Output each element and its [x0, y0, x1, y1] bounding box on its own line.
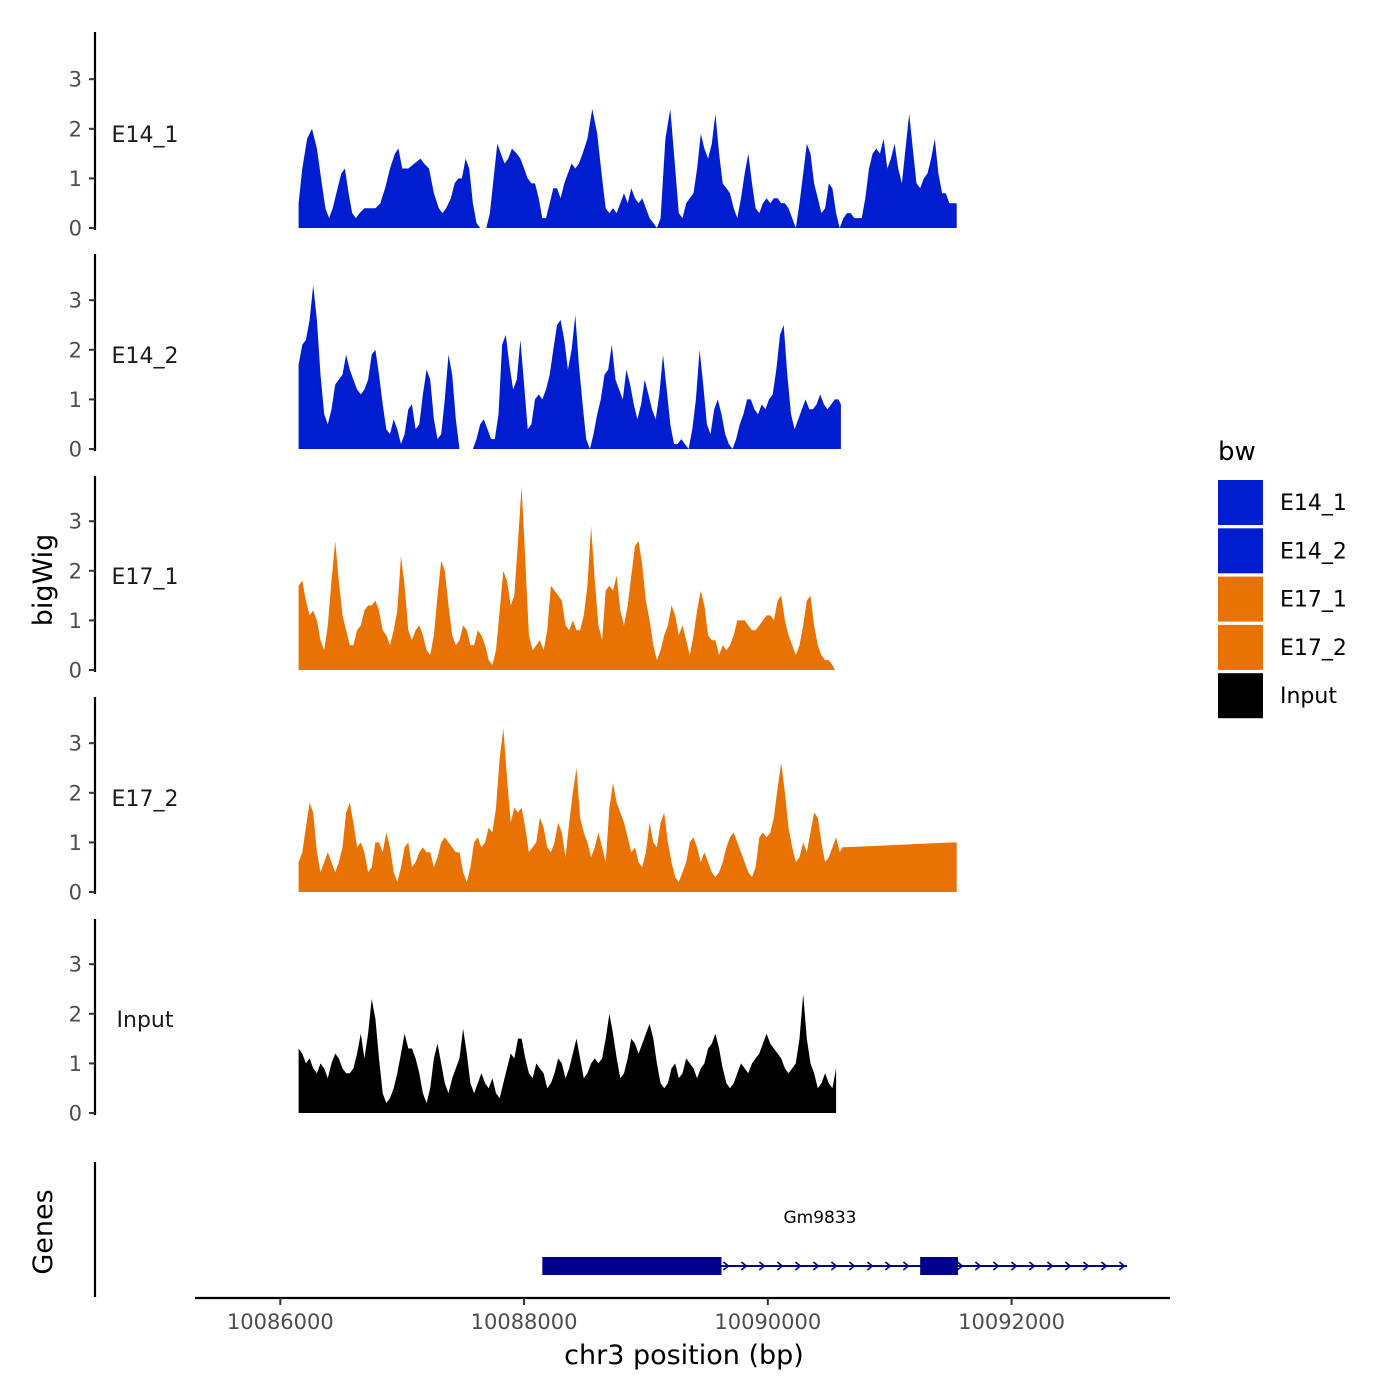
strand-arrow [1100, 1261, 1108, 1271]
strand-arrow [1046, 1261, 1054, 1271]
legend-swatch-e17_1 [1218, 576, 1263, 622]
x-tick-label: 10088000 [471, 1310, 578, 1334]
x-tick-label: 10092000 [958, 1310, 1065, 1334]
strand-arrow [866, 1261, 874, 1271]
coverage-area-e17_1 [298, 486, 835, 670]
legend-title: bw [1218, 437, 1256, 467]
y-tick-label: 0 [69, 217, 82, 241]
y-tick-label: 2 [69, 781, 82, 805]
y-tick-label: 2 [69, 559, 82, 583]
legend-label: E14_1 [1280, 491, 1347, 516]
y-tick-label: 1 [69, 831, 82, 855]
strand-arrow [1010, 1261, 1018, 1271]
legend-label: E14_2 [1280, 539, 1347, 564]
strand-arrow [848, 1261, 856, 1271]
y-tick-label: 3 [69, 732, 82, 756]
y-tick-label: 3 [69, 289, 82, 313]
strand-arrow [884, 1261, 892, 1271]
strand-arrow [1082, 1261, 1090, 1271]
track-input: 0 1 2 3 Input [69, 919, 837, 1126]
strand-arrow [902, 1261, 910, 1271]
strand-arrow [740, 1261, 748, 1271]
y-tick-label: 3 [69, 68, 82, 92]
y-tick-label: 0 [69, 881, 82, 905]
y-axis-title: bigWig [28, 534, 59, 627]
coverage-area-e14_1 [298, 109, 957, 228]
legend-swatch-input [1218, 673, 1263, 719]
legend-label: E17_1 [1280, 588, 1347, 613]
track-label: E17_1 [112, 565, 179, 590]
x-axis-title: chr3 position (bp) [564, 1340, 804, 1371]
x-tick-label: 10086000 [227, 1310, 334, 1334]
strand-arrow [1064, 1261, 1072, 1271]
gene-exon [920, 1257, 958, 1275]
legend: bw E14_1 E14_2 E17_1 E17_2 Input [1218, 437, 1347, 719]
gene-name-label: Gm9833 [784, 1208, 857, 1228]
strand-arrow [794, 1261, 802, 1271]
y-tick-label: 0 [69, 659, 82, 683]
coverage-area-e17_2 [298, 728, 957, 892]
strand-arrow [722, 1261, 730, 1271]
track-e17_1: 0 1 2 3 E17_1 [69, 476, 835, 683]
track-e14_2: 0 1 2 3 E14_2 [69, 254, 841, 462]
legend-swatch-e17_2 [1218, 624, 1263, 670]
strand-arrow [830, 1261, 838, 1271]
y-tick-label: 3 [69, 953, 82, 977]
tracks-group: 0 1 2 3 E14_1 0 1 2 3 E14_2 0 1 2 3 E17_1 0 1 2 3 E17_2 0 1 2 3… [69, 32, 957, 1126]
legend-swatch-e14_2 [1218, 528, 1263, 574]
strand-arrow [776, 1261, 784, 1271]
strand-arrow [974, 1261, 982, 1271]
strand-arrow [992, 1261, 1000, 1271]
strand-arrow [812, 1261, 820, 1271]
track-label: E17_2 [112, 787, 179, 812]
track-e14_1: 0 1 2 3 E14_1 [69, 32, 957, 241]
y-tick-label: 1 [69, 388, 82, 412]
strand-arrow [758, 1261, 766, 1271]
track-label: Input [117, 1008, 174, 1033]
y-tick-label: 2 [69, 117, 82, 141]
track-e17_2: 0 1 2 3 E17_2 [69, 697, 957, 905]
legend-swatch-e14_1 [1218, 480, 1263, 525]
x-axis: 10086000 10088000 10090000 10092000 [195, 1296, 1170, 1334]
strand-arrow [956, 1261, 964, 1271]
genes-axis-title: Genes [28, 1189, 59, 1274]
legend-label: Input [1280, 684, 1337, 709]
y-tick-label: 1 [69, 167, 82, 191]
legend-label: E17_2 [1280, 636, 1347, 661]
track-label: E14_2 [112, 344, 179, 369]
y-tick-label: 1 [69, 609, 82, 633]
gene-track: Gm9833 [93, 1162, 1127, 1297]
gene-exon [542, 1257, 722, 1275]
coverage-area-input [298, 994, 837, 1113]
coverage-area-e14_2 [298, 285, 841, 449]
y-tick-label: 1 [69, 1052, 82, 1076]
y-tick-label: 3 [69, 510, 82, 534]
y-tick-label: 0 [69, 1102, 82, 1126]
strand-arrow [1118, 1261, 1126, 1271]
strand-arrow [1028, 1261, 1036, 1271]
y-tick-label: 2 [69, 1002, 82, 1026]
y-tick-label: 2 [69, 338, 82, 362]
track-label: E14_1 [112, 123, 179, 148]
x-tick-label: 10090000 [714, 1310, 821, 1334]
y-tick-label: 0 [69, 438, 82, 462]
